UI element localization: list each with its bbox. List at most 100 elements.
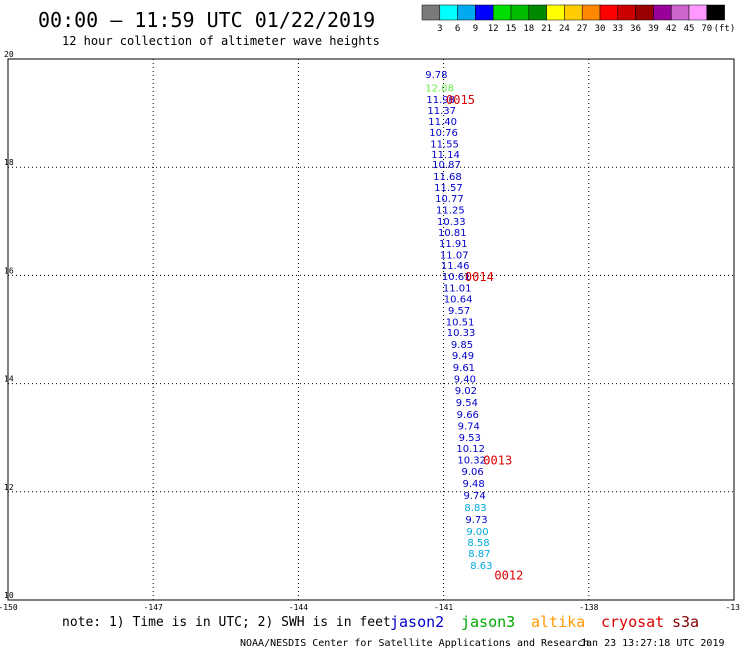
colorbar-label: 45 — [684, 24, 695, 34]
swh-value-jason2: 9.06 — [462, 467, 484, 478]
colorbar-label: 18 — [523, 24, 534, 34]
swh-value-jason2: 9.85 — [451, 340, 473, 351]
swh-value-jason2: 11.98 — [426, 95, 455, 106]
y-tick-label: 14 — [4, 375, 14, 384]
y-tick-label: 18 — [4, 158, 14, 167]
swh-value-jason2: 11.01 — [443, 283, 472, 294]
colorbar-swatch — [510, 4, 530, 21]
colorbar-swatch — [457, 4, 476, 21]
swh-value-jason2: 10.32 — [457, 455, 486, 466]
y-tick-label: 10 — [4, 591, 14, 600]
swh-value-jason2: 11.68 — [433, 172, 462, 183]
x-tick-label: -141 — [434, 603, 453, 612]
swh-value-jason2: 11.37 — [427, 106, 456, 117]
colorbar-swatch — [653, 4, 672, 21]
y-axis-ticks: 10 12 14 16 18 20 — [4, 50, 14, 600]
x-tick-label: -150 — [0, 603, 18, 612]
pass-time-label: 0014 — [465, 270, 494, 284]
swh-value-jason2: 9.48 — [462, 479, 484, 490]
swh-value-jason2: 9.66 — [457, 410, 479, 421]
swh-value-jason2: 10.51 — [446, 317, 475, 328]
colorbar-swatch — [475, 4, 494, 21]
swh-value-jason2: 9.53 — [459, 433, 481, 444]
swh-value-jason2: 11.07 — [440, 250, 469, 261]
swh-value-jason2: 10.77 — [435, 194, 464, 205]
pass-time-label: 0013 — [483, 453, 512, 467]
swh-value-altika: 8.63 — [470, 561, 492, 572]
swh-value-jason2: 11.46 — [441, 261, 470, 272]
swh-value-jason2: 11.25 — [436, 205, 465, 216]
colorbar-swatch — [546, 4, 565, 21]
colorbar-swatch — [564, 4, 583, 21]
swh-value-jason2: 9.02 — [455, 386, 477, 397]
colorbar-label: 33 — [612, 24, 623, 34]
swh-value-jason2: 9.61 — [453, 363, 475, 374]
colorbar-label: 6 — [455, 24, 460, 34]
colorbar-swatch — [421, 4, 441, 21]
colorbar-swatch — [581, 4, 601, 21]
colorbar-label: 3 — [437, 24, 442, 34]
colorbar-label: 42 — [666, 24, 677, 34]
colorbar-swatch — [617, 4, 636, 21]
swh-value-jason2: 9.54 — [456, 398, 478, 409]
pass-time-label: 0015 — [446, 93, 475, 107]
credit-line: NOAA/NESDIS Center for Satellite Applica… — [240, 638, 589, 649]
data-points: 9.7811.9811.3711.4010.7611.5511.1410.871… — [425, 70, 492, 572]
pass-time-label: 0012 — [494, 569, 523, 583]
swh-value-jason2: 9.74 — [458, 421, 480, 432]
swh-value-jason2: 10.87 — [432, 160, 461, 171]
swh-value-jason2: 11.91 — [439, 239, 468, 250]
colorbar-swatch — [492, 4, 512, 21]
colorbar-swatch — [706, 4, 725, 21]
colorbar-swatch — [688, 4, 708, 21]
satellite-cryosat: cryosat — [601, 613, 664, 631]
colorbar-unit: (ft) — [714, 24, 736, 34]
x-tick-label: -147 — [144, 603, 163, 612]
colorbar-legend: 3 6 9 12 15 18 21 24 27 30 33 36 39 42 45 70 (ft) — [421, 4, 736, 34]
time-labels: 0015 0014 0013 0012 — [446, 93, 523, 583]
swh-value-jason2: 11.57 — [434, 183, 463, 194]
plot-frame — [7, 58, 735, 601]
swh-value-jason3: 12.08 — [425, 84, 454, 95]
swh-value-jason2: 9.78 — [425, 70, 447, 81]
colorbar-swatch — [670, 4, 690, 21]
grid-lines — [8, 59, 734, 600]
swh-value-jason2: 10.81 — [438, 228, 467, 239]
plot-area: -150 -147 -144 -141 -138 -13 10 12 14 16 18 20 9.7… — [0, 50, 740, 612]
colorbar-label: 39 — [648, 24, 659, 34]
satellite-legend: jason2 jason3 altika cryosat s3a — [390, 613, 699, 631]
swh-value-altika: 9.00 — [466, 527, 488, 538]
map-title: 00:00 – 11:59 UTC 01/22/2019 — [38, 8, 375, 32]
generation-timestamp: Jan 23 13:27:18 UTC 2019 — [580, 638, 725, 649]
swh-value-jason2: 10.33 — [447, 328, 476, 339]
swh-value-jason2: 9.40 — [454, 375, 476, 386]
colorbar-label: 70 — [701, 24, 712, 34]
y-tick-label: 16 — [4, 266, 14, 275]
satellite-jason2: jason2 — [390, 613, 444, 631]
swh-value-jason2: 10.64 — [444, 295, 473, 306]
x-tick-label: -144 — [289, 603, 308, 612]
x-tick-label: -138 — [579, 603, 598, 612]
map-subtitle: 12 hour collection of altimeter wave hei… — [62, 34, 380, 48]
swh-value-jason2: 10.33 — [437, 217, 466, 228]
colorbar-label: 27 — [577, 24, 588, 34]
swh-value-jason2: 9.57 — [448, 306, 470, 317]
swh-value-jason2: 10.76 — [429, 128, 458, 139]
swh-value-altika: 8.83 — [464, 503, 486, 514]
swh-value-altika: 8.87 — [468, 549, 490, 560]
swh-value-jason2: 11.55 — [430, 139, 459, 150]
x-axis-ticks: -150 -147 -144 -141 -138 -13 — [0, 603, 740, 612]
colorbar-swatch — [439, 4, 458, 21]
colorbar-label: 36 — [630, 24, 641, 34]
colorbar-swatch — [528, 4, 547, 21]
colorbar-label: 30 — [595, 24, 606, 34]
colorbar-label: 15 — [506, 24, 517, 34]
swh-value-jason2: 11.14 — [431, 150, 460, 161]
swh-value-jason2: 9.74 — [463, 491, 485, 502]
colorbar-label: 24 — [559, 24, 570, 34]
satellite-altika: altika — [531, 613, 585, 631]
satellite-s3a: s3a — [672, 613, 699, 631]
colorbar-swatch — [599, 4, 619, 21]
x-tick-label: -13 — [726, 603, 740, 612]
swh-value-jason2: 10.61 — [442, 272, 471, 283]
